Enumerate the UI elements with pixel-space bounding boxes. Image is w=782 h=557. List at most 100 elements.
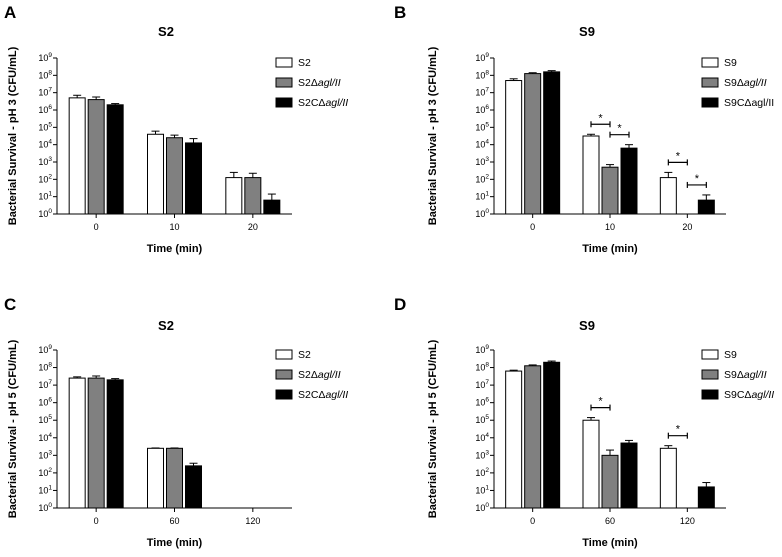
y-tick-label: 105 <box>475 414 489 425</box>
bar <box>505 370 523 509</box>
bar <box>166 137 183 215</box>
bar <box>87 377 105 509</box>
panel-d: D S9 Bacterial Survival - pH 5 (CFU/mL) 100… <box>394 295 774 549</box>
bar <box>106 379 124 509</box>
y-tick-label: 107 <box>38 87 52 98</box>
legend-swatch <box>701 389 719 400</box>
y-tick-label: 103 <box>475 156 489 167</box>
bar <box>68 97 86 215</box>
x-tick-label: 20 <box>682 222 692 232</box>
legend-label: S2CΔagl/II <box>298 97 348 109</box>
panel-title: S2 <box>158 24 174 39</box>
bar <box>601 454 619 509</box>
panel-title: S9 <box>579 318 595 333</box>
bar <box>68 377 86 509</box>
y-tick-label: 101 <box>38 191 52 202</box>
x-tick-label: 60 <box>169 516 179 526</box>
y-tick-label: 104 <box>38 139 52 150</box>
legend-label: S9Δagl/II <box>724 77 767 89</box>
x-tick-label: 20 <box>248 222 258 232</box>
legend-label: S9 <box>724 57 737 69</box>
y-tick-label: 100 <box>475 208 489 219</box>
significance-star: * <box>676 150 681 162</box>
panel-c: C S2 Bacterial Survival - pH 5 (CFU/mL) 100… <box>4 295 348 549</box>
y-tick-label: 104 <box>475 432 489 443</box>
y-axis-label: Bacterial Survival - pH 3 (CFU/mL) <box>7 46 19 225</box>
bar <box>620 147 638 215</box>
y-tick-label: 106 <box>475 104 489 115</box>
y-tick-label: 107 <box>475 379 489 390</box>
bar <box>543 71 561 215</box>
bar <box>524 73 542 215</box>
significance-star: * <box>617 123 622 135</box>
y-tick-label: 106 <box>38 397 52 408</box>
y-tick-label: 105 <box>475 121 489 132</box>
legend-swatch <box>275 389 293 400</box>
bar <box>244 177 262 215</box>
y-tick-label: 102 <box>38 173 52 184</box>
x-tick-label: 120 <box>245 516 260 526</box>
panel-letter: C <box>4 295 16 314</box>
bar <box>185 465 202 509</box>
y-tick-label: 101 <box>475 191 489 202</box>
y-tick-label: 105 <box>38 121 52 132</box>
legend-swatch <box>275 57 293 68</box>
legend-label: S2 <box>298 349 311 361</box>
bar <box>524 365 542 509</box>
y-tick-label: 102 <box>475 173 489 184</box>
x-axis-label: Time (min) <box>147 243 203 255</box>
y-tick-label: 104 <box>475 139 489 150</box>
legend-label: S2Δagl/II <box>298 77 341 89</box>
panel-title: S9 <box>579 24 595 39</box>
bar <box>659 177 677 215</box>
y-tick-label: 102 <box>38 467 52 478</box>
bar <box>659 447 677 509</box>
bar <box>697 199 715 215</box>
y-tick-label: 107 <box>38 379 52 390</box>
x-tick-label: 10 <box>605 222 615 232</box>
y-tick-label: 106 <box>38 104 52 115</box>
legend-label: S2CΔagl/II <box>298 389 348 401</box>
legend-label: S9CΔagl/II <box>724 97 774 109</box>
bar <box>225 177 243 215</box>
bar <box>601 166 619 215</box>
legend-swatch <box>275 349 293 360</box>
significance-star: * <box>676 424 681 436</box>
legend-swatch <box>701 369 719 380</box>
bar <box>620 442 638 509</box>
x-tick-label: 0 <box>94 222 99 232</box>
y-tick-label: 100 <box>475 502 489 513</box>
x-tick-label: 0 <box>530 516 535 526</box>
y-tick-label: 108 <box>38 362 52 373</box>
y-tick-label: 102 <box>475 467 489 478</box>
significance-star: * <box>695 173 700 185</box>
legend-label: S2Δagl/II <box>298 369 341 381</box>
y-tick-label: 109 <box>38 52 52 63</box>
y-tick-label: 108 <box>475 362 489 373</box>
legend-label: S9 <box>724 349 737 361</box>
legend-swatch <box>701 349 719 360</box>
legend-swatch <box>275 97 293 108</box>
x-axis-label: Time (min) <box>582 537 638 549</box>
y-tick-label: 100 <box>38 502 52 513</box>
legend-swatch <box>701 57 719 68</box>
x-tick-label: 0 <box>94 516 99 526</box>
y-tick-label: 108 <box>475 69 489 80</box>
y-tick-label: 108 <box>38 69 52 80</box>
bar <box>505 80 523 215</box>
y-axis-label: Bacterial Survival - pH 3 (CFU/mL) <box>427 46 439 225</box>
x-axis-label: Time (min) <box>582 243 638 255</box>
significance-star: * <box>598 396 603 408</box>
bar <box>166 447 183 509</box>
x-tick-label: 120 <box>680 516 695 526</box>
y-tick-label: 104 <box>38 432 52 443</box>
y-tick-label: 106 <box>475 397 489 408</box>
y-axis-label: Bacterial Survival - pH 5 (CFU/mL) <box>7 339 19 518</box>
bar <box>582 419 600 509</box>
y-axis-label: Bacterial Survival - pH 5 (CFU/mL) <box>427 339 439 518</box>
y-tick-label: 109 <box>475 52 489 63</box>
legend-swatch <box>701 97 719 108</box>
legend-label: S9Δagl/II <box>724 369 767 381</box>
panel-title: S2 <box>158 318 174 333</box>
